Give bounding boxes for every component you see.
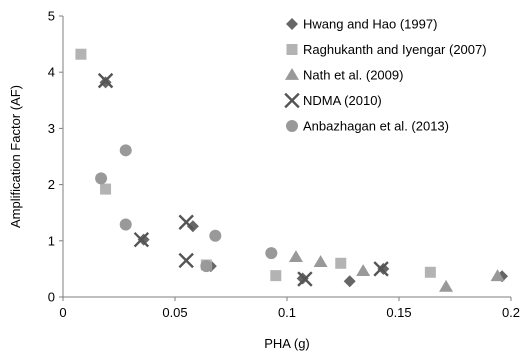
legend-label: Raghukanth and Iyengar (2007) <box>303 42 487 57</box>
data-point <box>186 220 199 233</box>
y-tick-label: 2 <box>48 177 55 192</box>
data-point <box>178 214 194 230</box>
data-point <box>133 231 150 248</box>
legend: Hwang and Hao (1997) Raghukanth and Iyeng… <box>284 17 487 134</box>
legend-label: NDMA (2010) <box>303 93 382 108</box>
x-tick-label: 0.1 <box>278 305 296 320</box>
data-point <box>200 260 213 273</box>
legend-marker <box>286 18 298 30</box>
y-tick-label: 3 <box>48 121 55 136</box>
data-point <box>119 218 132 231</box>
data-point <box>377 262 390 275</box>
data-point <box>439 279 454 292</box>
legend-label: Nath et al. (2009) <box>303 68 403 83</box>
data-point <box>137 233 150 246</box>
legend-item: Anbazhagan et al. (2013) <box>286 119 449 134</box>
legend-marker <box>286 44 298 55</box>
data-point <box>297 271 313 287</box>
axes <box>59 15 512 301</box>
data-point <box>490 269 505 282</box>
plot-area <box>75 48 509 292</box>
data-point <box>373 261 389 277</box>
data-point <box>343 275 356 288</box>
legend-item: Hwang and Hao (1997) <box>286 17 437 32</box>
series-2 <box>288 250 505 292</box>
data-point <box>97 72 114 89</box>
y-tick-label: 4 <box>48 65 55 80</box>
data-point <box>178 252 194 269</box>
series-3 <box>97 72 389 287</box>
data-point <box>313 255 328 268</box>
legend-label: Anbazhagan et al. (2013) <box>303 119 449 134</box>
data-point <box>100 183 112 195</box>
data-point <box>95 172 108 185</box>
x-tick-label: 0.15 <box>386 305 411 320</box>
data-point <box>265 247 278 260</box>
x-tick-label: 0.05 <box>162 305 187 320</box>
y-axis-title: Amplification Factor (AF) <box>8 85 23 228</box>
data-point <box>119 144 132 157</box>
series-4 <box>95 144 278 273</box>
tick-labels: 0 1 2 3 4 5 0 0.05 0.1 0.15 0.2 <box>48 9 520 321</box>
legend-item: Nath et al. (2009) <box>285 68 403 83</box>
legend-marker <box>285 68 299 80</box>
y-tick-label: 5 <box>48 9 55 24</box>
data-point <box>356 264 371 277</box>
data-point <box>424 266 436 278</box>
y-tick-label: 0 <box>48 290 55 305</box>
data-point <box>270 270 282 282</box>
x-tick-label: 0 <box>59 305 66 320</box>
legend-item: Raghukanth and Iyengar (2007) <box>286 42 487 57</box>
x-tick-label: 0.2 <box>502 305 520 320</box>
legend-marker <box>284 92 300 109</box>
y-tick-label: 1 <box>48 233 55 248</box>
data-point <box>209 229 222 242</box>
data-point <box>335 257 347 269</box>
legend-marker <box>286 120 298 132</box>
legend-item: NDMA (2010) <box>284 92 382 109</box>
legend-label: Hwang and Hao (1997) <box>303 17 437 32</box>
data-point <box>288 250 303 262</box>
x-axis-title: PHA (g) <box>264 336 310 351</box>
data-point <box>75 48 87 60</box>
series-1 <box>75 48 436 282</box>
